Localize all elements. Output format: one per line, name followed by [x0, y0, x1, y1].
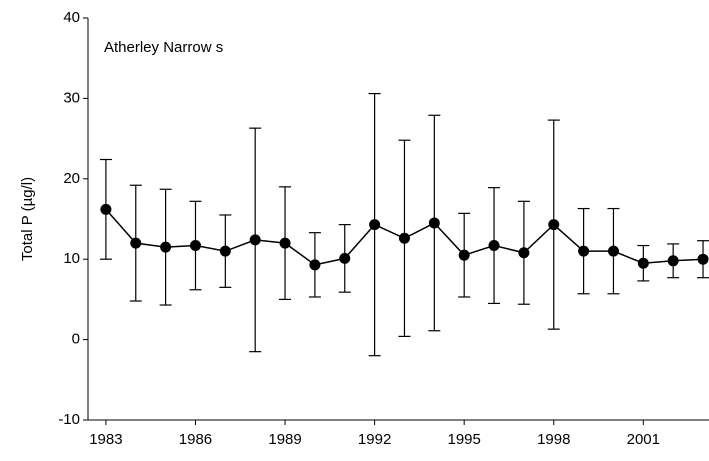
marker — [607, 245, 619, 257]
x-tick-label: 1995 — [447, 431, 480, 448]
y-tick-label: 10 — [63, 250, 80, 267]
marker — [578, 245, 590, 257]
y-tick-label: 40 — [63, 9, 80, 26]
marker — [279, 237, 291, 249]
marker — [130, 237, 142, 249]
y-tick-label: 20 — [63, 170, 80, 187]
x-tick-label: 1998 — [537, 431, 570, 448]
annotation: Atherley Narrow s — [104, 39, 223, 56]
marker — [428, 217, 440, 229]
x-tick-label: 1986 — [179, 431, 212, 448]
marker — [219, 245, 231, 257]
y-axis-label: Total P (µg/l) — [19, 177, 36, 261]
x-tick-label: 1983 — [89, 431, 122, 448]
y-tick-label: 30 — [63, 89, 80, 106]
marker — [518, 247, 530, 259]
y-tick-label: 0 — [72, 331, 80, 348]
marker — [488, 240, 500, 252]
marker — [369, 219, 381, 231]
marker — [548, 219, 560, 231]
marker — [249, 234, 261, 246]
marker — [309, 259, 321, 271]
marker — [189, 240, 201, 252]
marker — [100, 203, 112, 215]
x-tick-label: 2001 — [627, 431, 660, 448]
marker — [637, 257, 649, 269]
x-tick-label: 1992 — [358, 431, 391, 448]
marker — [697, 253, 709, 265]
marker — [398, 232, 410, 244]
marker — [458, 249, 470, 261]
marker — [667, 255, 679, 267]
marker — [339, 252, 351, 264]
marker — [160, 241, 172, 253]
x-tick-label: 1989 — [268, 431, 301, 448]
y-tick-label: -10 — [58, 411, 80, 428]
